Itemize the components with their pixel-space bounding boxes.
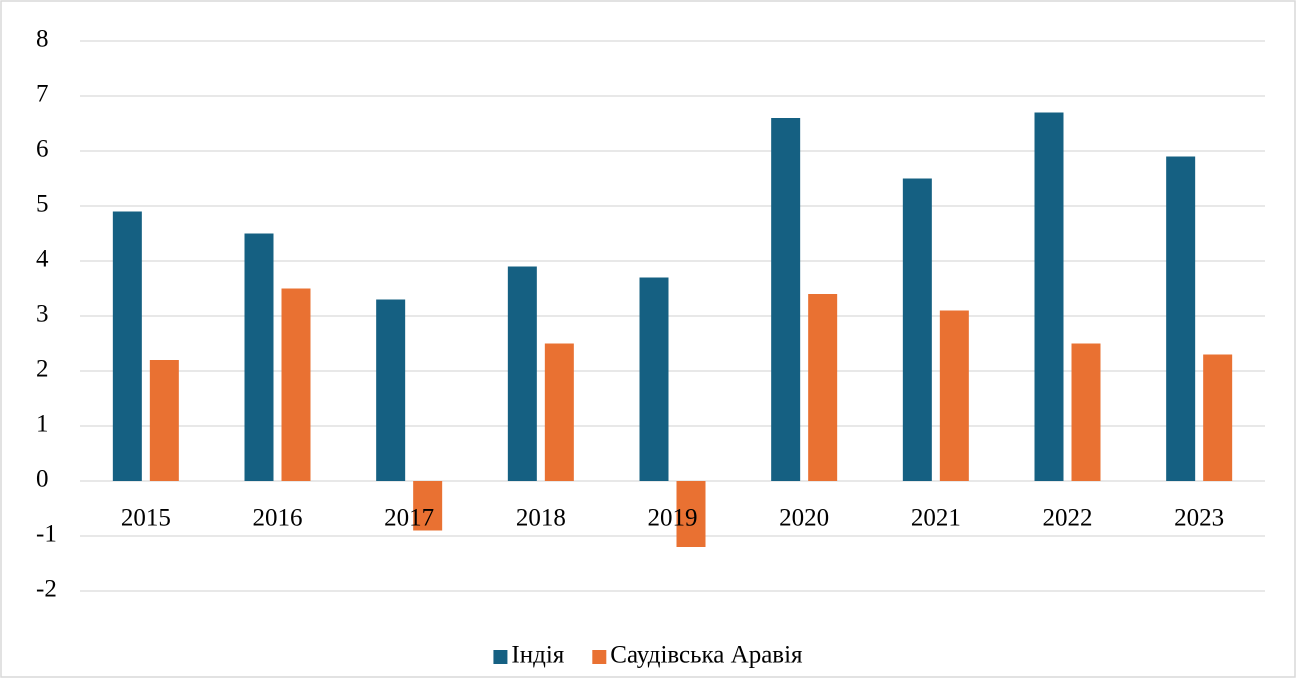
bar	[376, 299, 406, 481]
bar	[149, 360, 179, 481]
x-tick-label: 2017	[384, 505, 434, 532]
y-tick-label: 7	[36, 81, 49, 108]
x-tick-label: 2020	[779, 505, 829, 532]
bar	[1166, 156, 1196, 481]
x-tick-label: 2021	[911, 505, 961, 532]
y-tick-label: 5	[36, 191, 49, 218]
x-tick-label: 2016	[253, 505, 303, 532]
y-tick-label: 2	[36, 356, 49, 383]
bar	[676, 481, 706, 547]
y-tick-label: 0	[36, 466, 49, 493]
bar	[808, 294, 838, 481]
bar	[1034, 112, 1064, 481]
x-tick-label: 2018	[516, 505, 566, 532]
legend-label: Індія	[511, 642, 564, 669]
bar	[544, 343, 574, 481]
y-tick-label: 4	[36, 246, 49, 273]
y-tick-label: 8	[36, 26, 49, 53]
bar	[413, 481, 443, 531]
legend-label: Саудівська Аравія	[610, 642, 803, 669]
bar	[507, 266, 537, 481]
bar	[939, 310, 969, 481]
legend-swatch	[592, 650, 607, 664]
bar	[1071, 343, 1101, 481]
x-tick-label: 2019	[648, 505, 698, 532]
bar	[281, 288, 311, 481]
y-tick-label: -1	[36, 521, 57, 548]
bar	[244, 233, 274, 481]
bar	[771, 118, 801, 481]
bar	[902, 178, 932, 481]
y-tick-label: 6	[36, 136, 49, 163]
bar	[1203, 354, 1233, 481]
y-tick-label: 1	[36, 411, 49, 438]
x-tick-label: 2022	[1043, 505, 1093, 532]
y-tick-label: 3	[36, 301, 49, 328]
y-tick-label: -2	[36, 576, 57, 603]
bar	[639, 277, 669, 481]
x-tick-label: 2015	[121, 505, 171, 532]
legend-swatch	[493, 650, 508, 664]
x-tick-label: 2023	[1174, 505, 1224, 532]
bar	[112, 211, 142, 481]
